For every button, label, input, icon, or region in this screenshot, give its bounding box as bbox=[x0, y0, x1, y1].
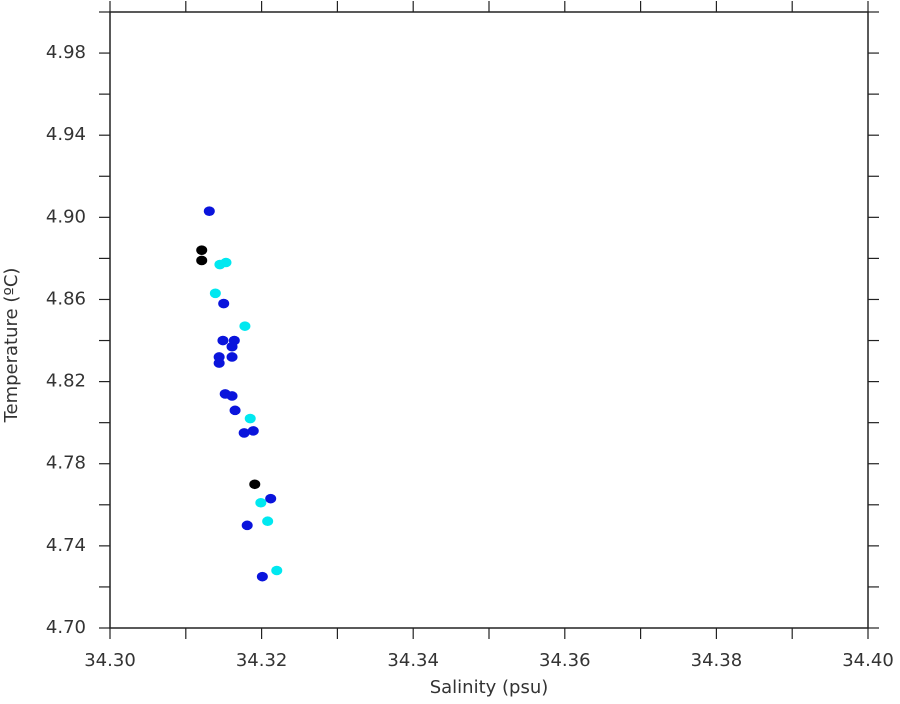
y-tick-label: 4.78 bbox=[46, 453, 86, 474]
y-tick-label: 4.94 bbox=[46, 124, 86, 145]
scatter-point bbox=[196, 255, 208, 266]
y-tick-label: 4.82 bbox=[46, 371, 86, 392]
scatter-point bbox=[244, 413, 256, 424]
x-axis-label: Salinity (psu) bbox=[430, 677, 549, 698]
scatter-point bbox=[209, 288, 221, 299]
x-tick-label: 34.34 bbox=[387, 650, 439, 671]
scatter-point bbox=[271, 565, 283, 576]
scatter-point bbox=[226, 341, 238, 352]
scatter-point bbox=[220, 257, 232, 268]
x-tick-label: 34.36 bbox=[539, 650, 591, 671]
scatter-point bbox=[238, 428, 250, 438]
scatter-point bbox=[213, 358, 225, 368]
scatter-point bbox=[203, 206, 215, 216]
y-tick-label: 4.70 bbox=[46, 617, 86, 638]
x-tick-label: 34.38 bbox=[691, 650, 743, 671]
scatter-point bbox=[217, 335, 229, 346]
scatter-point bbox=[239, 321, 251, 331]
scatter-point bbox=[249, 479, 261, 490]
scatter-point bbox=[262, 516, 274, 527]
y-tick-label: 4.86 bbox=[46, 288, 86, 309]
scatter-point bbox=[226, 391, 238, 401]
x-tick-label: 34.30 bbox=[84, 650, 136, 671]
scatter-point bbox=[265, 493, 277, 504]
plot-frame bbox=[109, 11, 869, 629]
y-axis-label: Temperature (ºC) bbox=[1, 268, 22, 424]
scatter-point bbox=[247, 426, 259, 436]
scatter-point bbox=[196, 245, 208, 255]
y-tick-label: 4.98 bbox=[46, 42, 86, 63]
scatter-point bbox=[256, 571, 268, 582]
scatter-point bbox=[218, 298, 230, 309]
x-tick-label: 34.32 bbox=[236, 650, 288, 671]
y-tick-label: 4.90 bbox=[46, 206, 86, 227]
scatter-point bbox=[241, 520, 253, 531]
y-tick-label: 4.74 bbox=[46, 535, 86, 556]
scatter-point bbox=[255, 497, 267, 508]
scatter-point bbox=[229, 405, 241, 416]
x-tick-label: 34.40 bbox=[842, 650, 894, 671]
scatter-point bbox=[226, 352, 238, 362]
